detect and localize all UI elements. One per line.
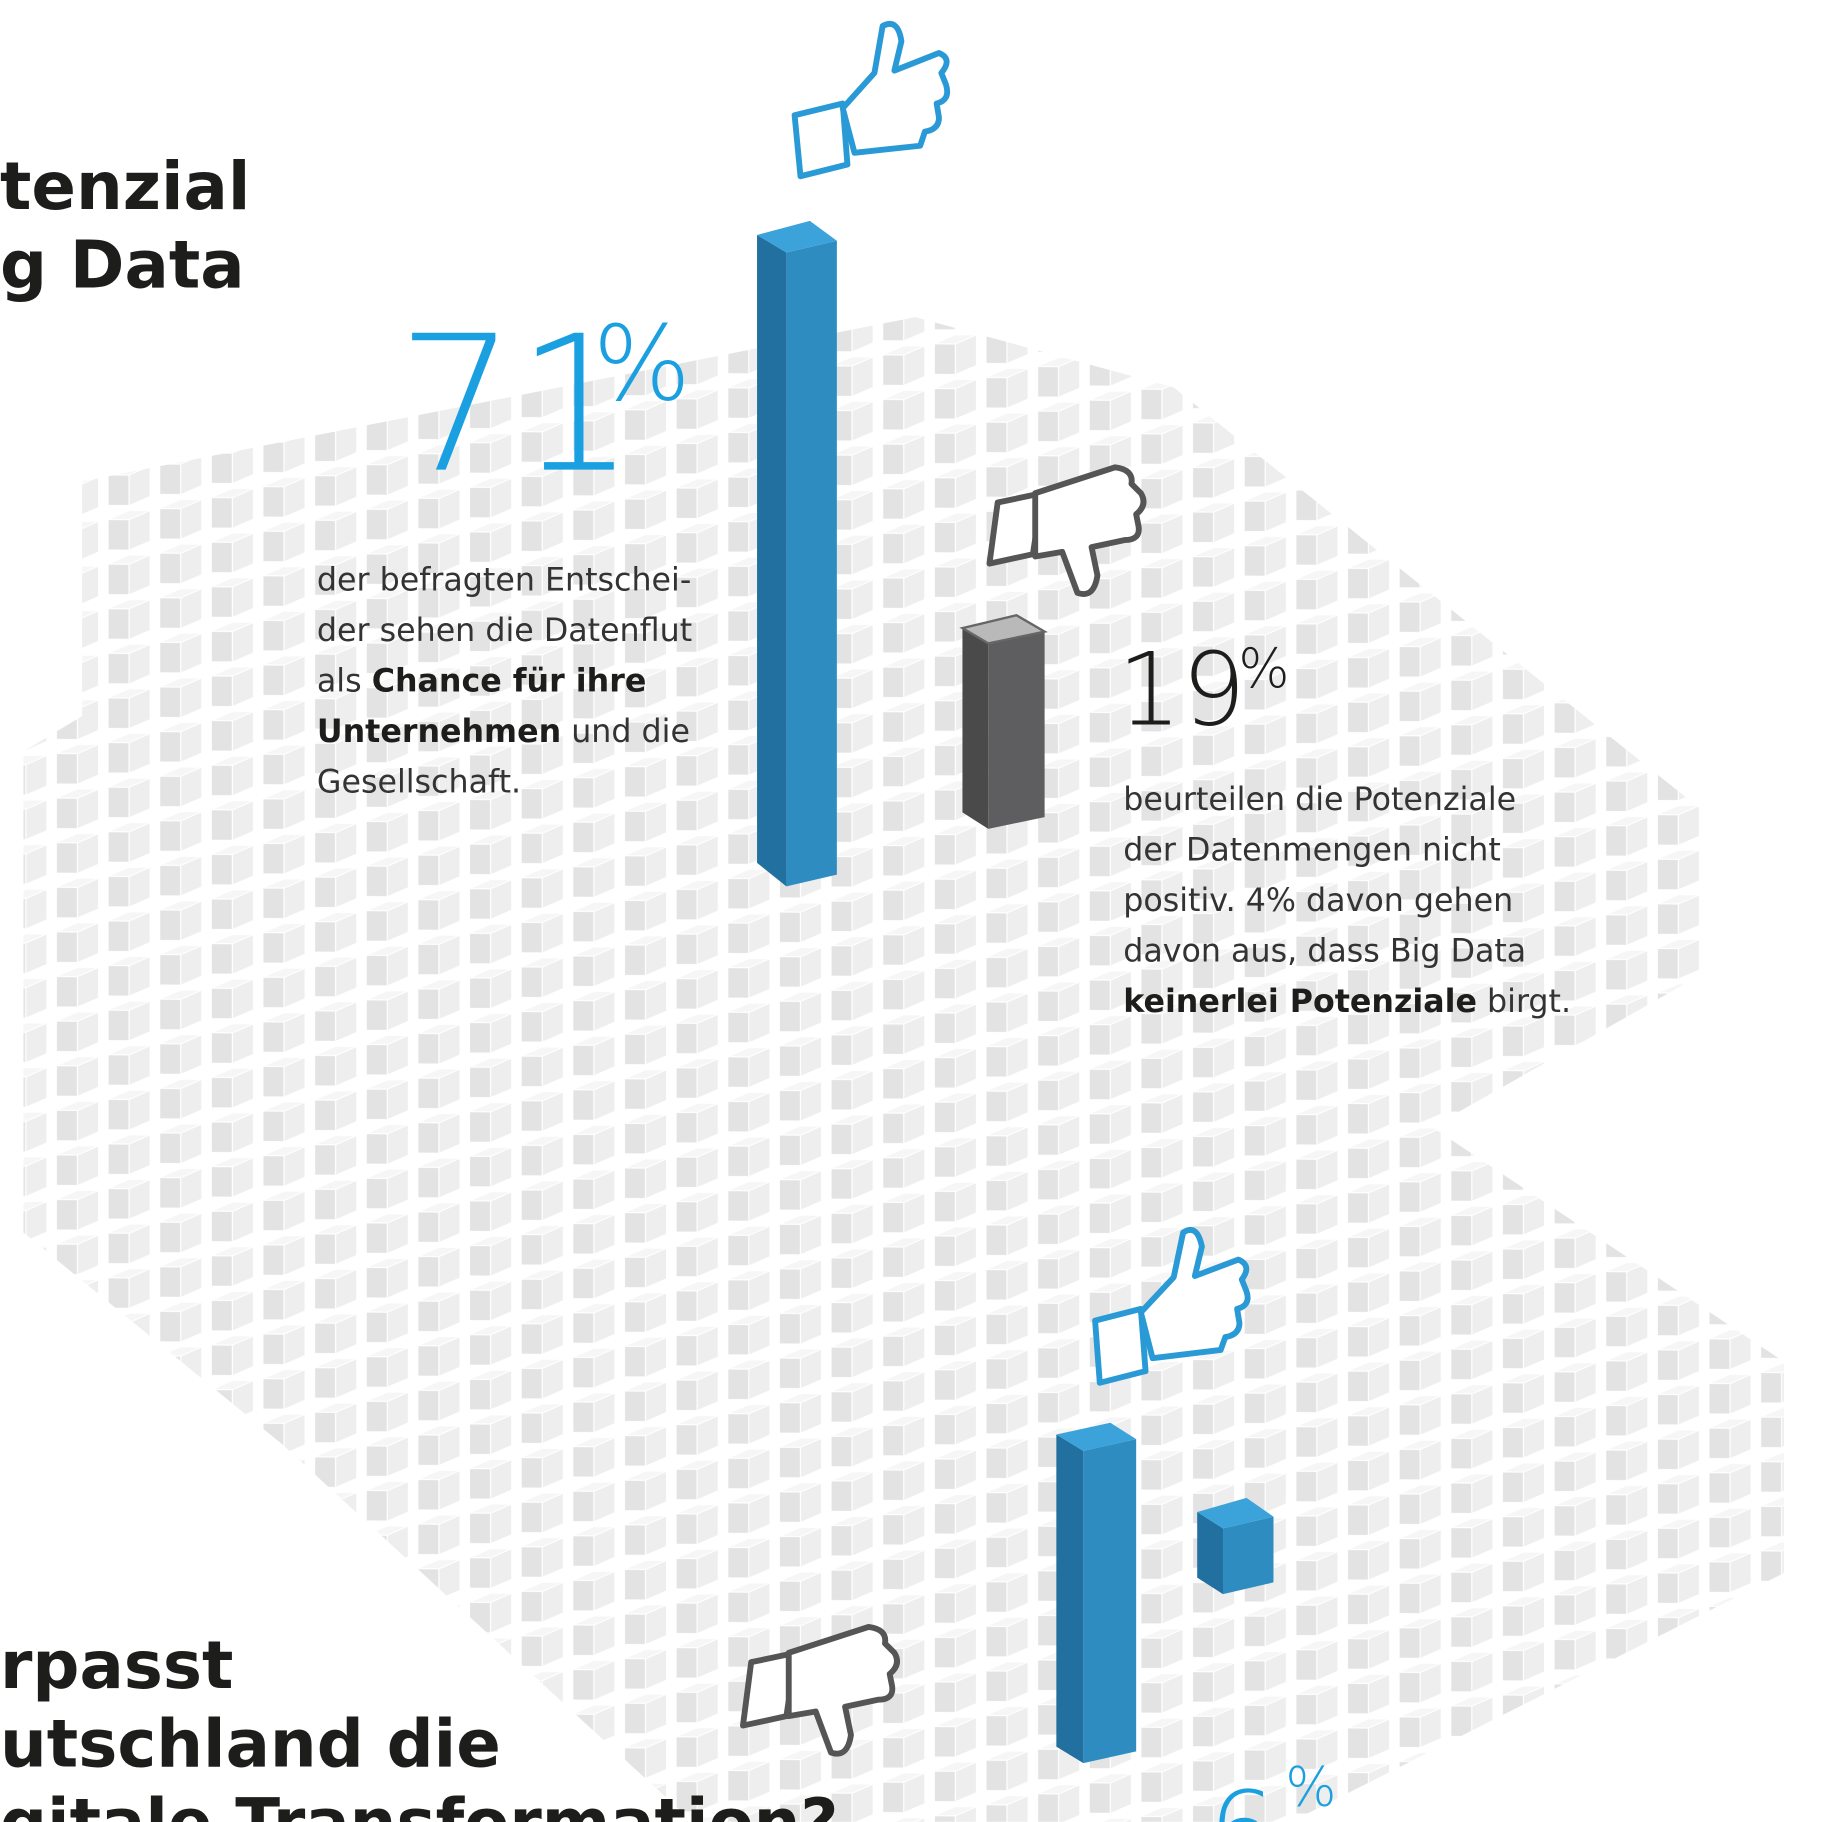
text-run: der Datenmengen nicht [1123,833,1501,869]
paragraph-line: beurteilen die Potenziale [1123,782,1516,818]
paragraph-line: der befragten Entschei- [317,563,691,599]
text-run: der sehen die Datenflut [317,613,692,649]
text-run: der befragten Entschei- [317,563,691,599]
text-run: Chance für ihre [372,664,647,700]
stat-unit: % [593,304,691,424]
thumb-down-icon [740,1624,900,1757]
thumb-up-icon [791,20,951,180]
paragraph-line: Unternehmen und die [317,714,690,750]
headline: utschland die [0,1707,501,1783]
text-run: davon aus, dass Big Data [1123,933,1526,969]
headline: rpasst [0,1628,233,1704]
stat-unit: % [1285,1755,1336,1818]
paragraph-line: keinerlei Potenziale birgt. [1123,984,1571,1020]
paragraph-line: als Chance für ihre [317,664,646,700]
paragraph-line: positiv. 4% davon gehen [1123,883,1513,919]
stat-number: 19 [1117,630,1245,748]
thumb-up-icon [1092,1227,1251,1386]
paragraph: beurteilen die Potenziale der Datenmengen… [1123,782,1571,1020]
paragraph-line: Gesellschaft. [317,764,521,800]
text-run: keinerlei Potenziale [1123,984,1477,1020]
stat-unit: % [1238,637,1289,700]
headline: gitale Transformation? [0,1785,839,1822]
text-run: Gesellschaft. [317,764,521,800]
paragraph: der befragten Entschei-der sehen die Dat… [317,563,692,801]
text-run: birgt. [1477,984,1571,1020]
thumb-down-icon [986,464,1147,597]
bar-bottom [1056,1422,1137,1764]
text-run: und die [561,714,690,750]
bar-main [757,220,837,887]
headline: tenzial [0,149,250,225]
paragraph-line: der Datenmengen nicht [1123,833,1501,869]
text-run: beurteilen die Potenziale [1123,782,1516,818]
stat-number: 71 [397,297,636,515]
paragraph-line: davon aus, dass Big Data [1123,933,1526,969]
cube-bottom [1197,1497,1274,1595]
text-run: als [317,664,372,700]
text-run: positiv. 4% davon gehen [1123,883,1513,919]
block-field [23,317,1785,1822]
stat-number: 6 [1209,1768,1276,1822]
bar-negative [959,613,1048,829]
text-run: Unternehmen [317,714,561,750]
headline: g Data [0,228,245,304]
paragraph-line: der sehen die Datenflut [317,613,692,649]
